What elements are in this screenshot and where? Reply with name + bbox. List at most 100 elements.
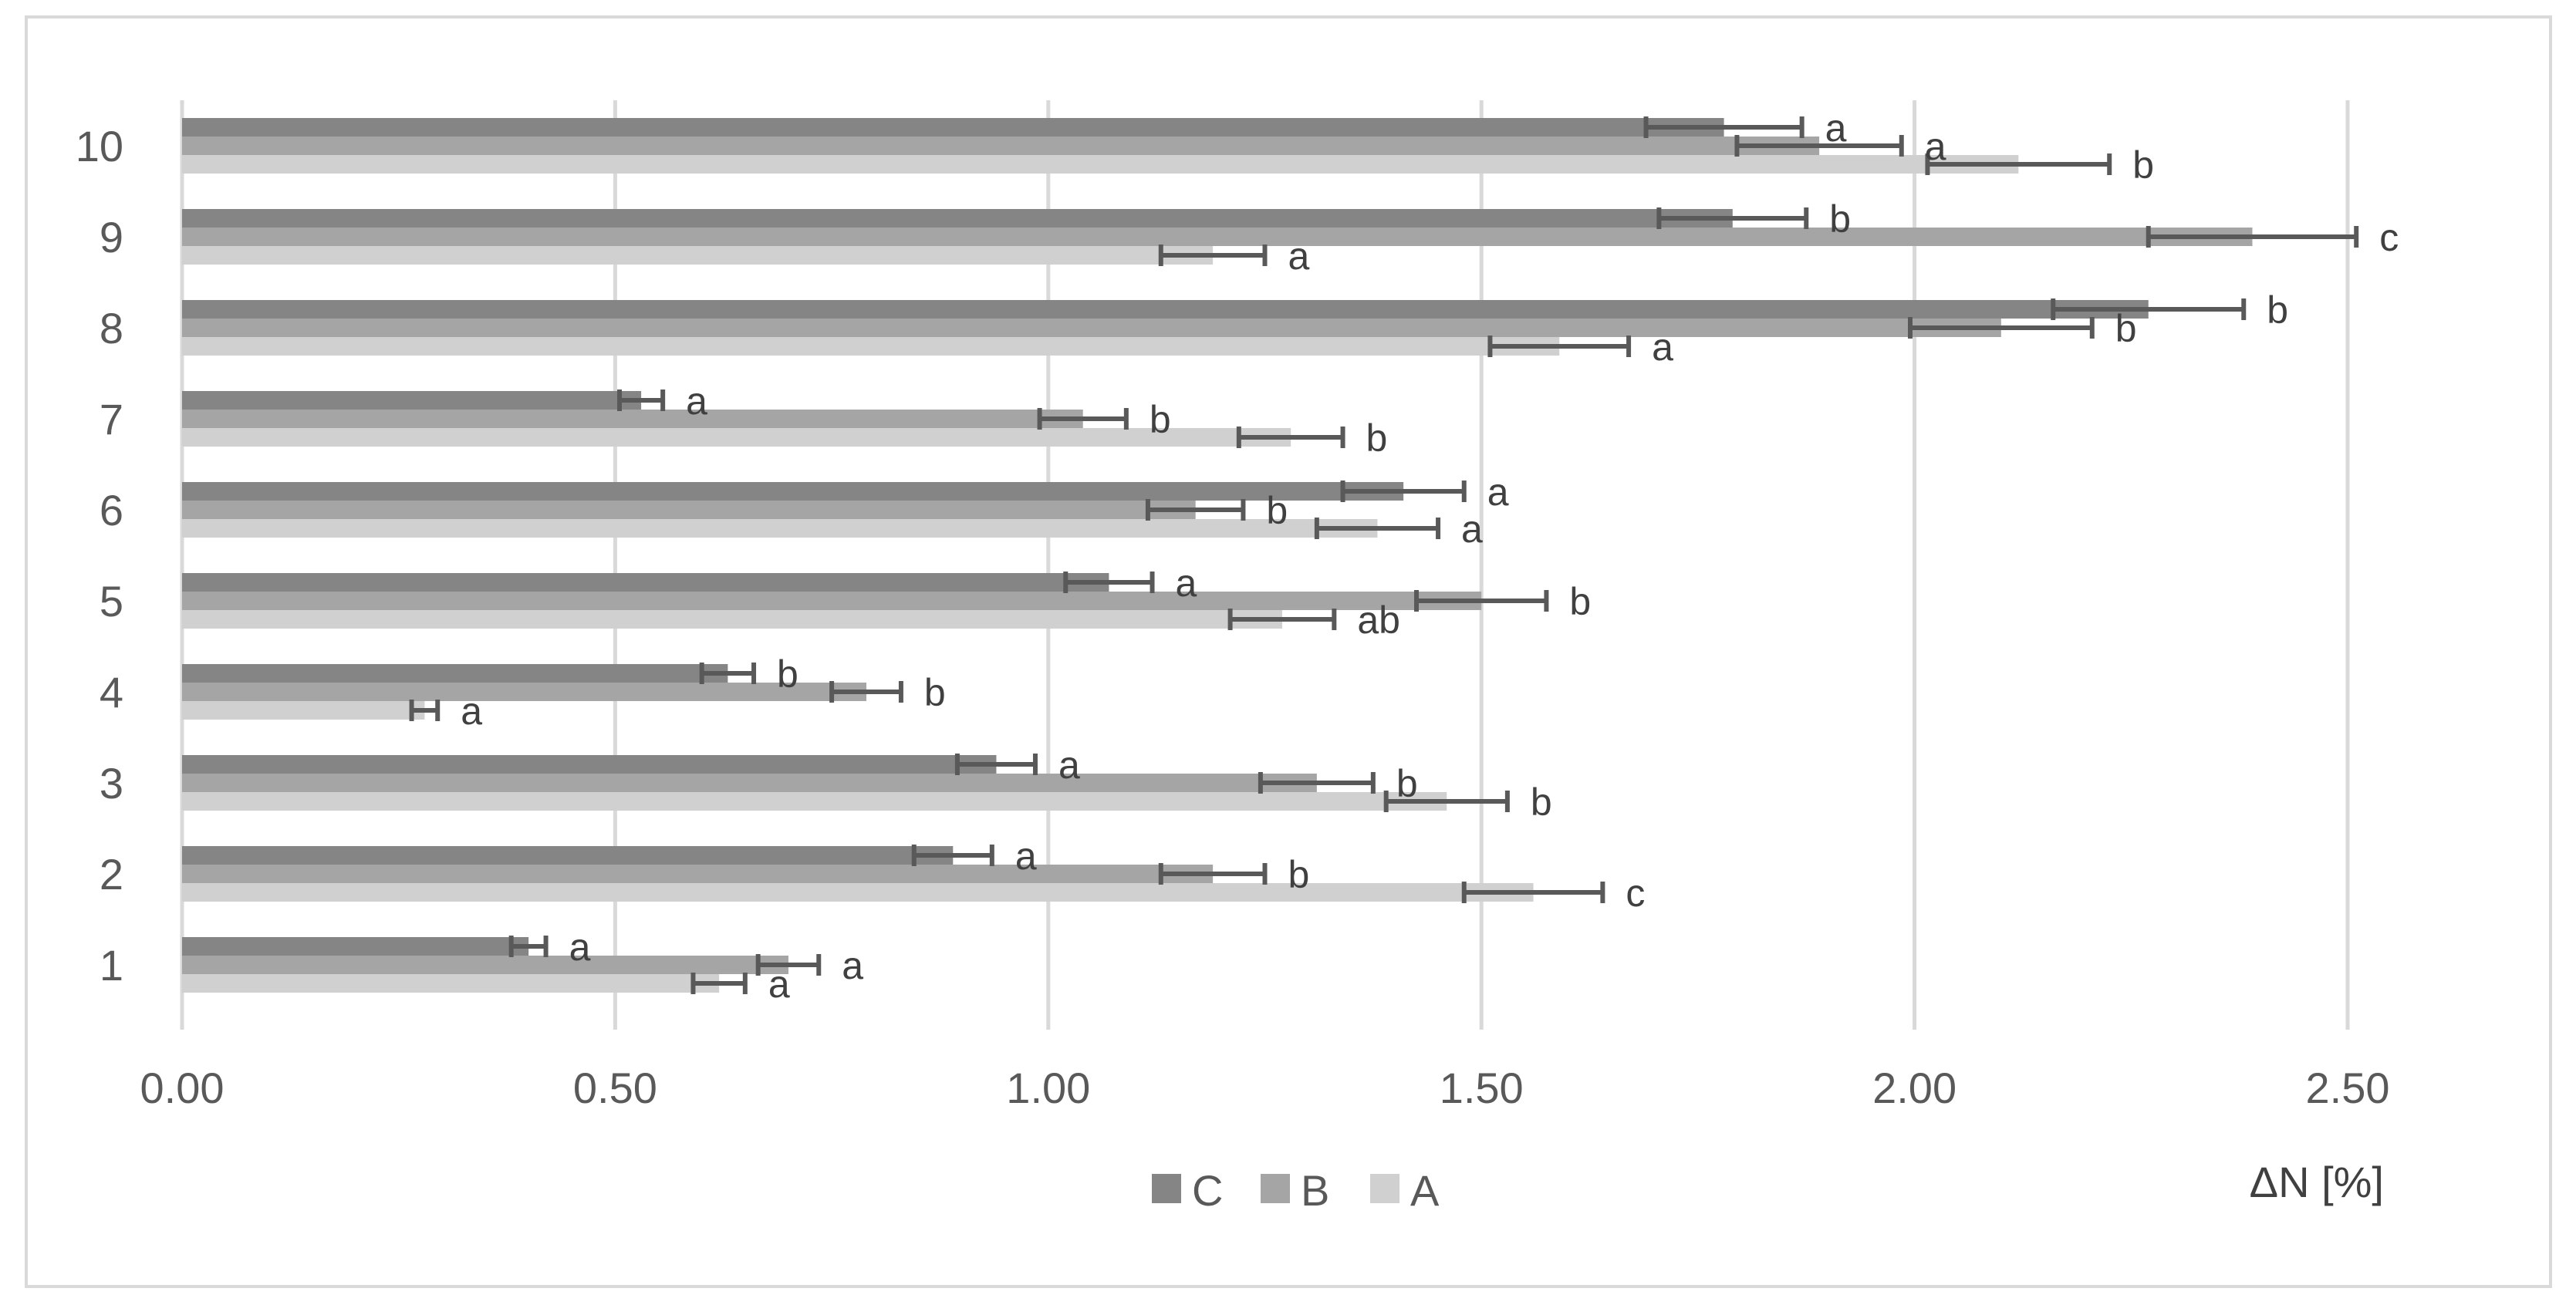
error-bar-B-1 (755, 954, 822, 976)
bar-B-9 (182, 228, 2253, 246)
bar-C-8 (182, 300, 2149, 319)
error-bar-B-8 (1907, 317, 2095, 339)
bar-B-10 (182, 137, 1820, 155)
bar-A-8 (182, 337, 1560, 356)
legend-item-C: C (1152, 1166, 1223, 1215)
error-bar-A-2 (1461, 882, 1605, 903)
error-bar-A-10 (1925, 153, 2112, 175)
error-bar-B-6 (1145, 499, 1246, 521)
bar-B-1 (182, 956, 788, 974)
legend-label-B: B (1301, 1166, 1329, 1215)
bar-C-3 (182, 755, 997, 774)
y-tick-label: 1 (100, 941, 123, 990)
bar-A-9 (182, 246, 1214, 265)
error-bar-C-9 (1656, 207, 1809, 229)
error-bar-C-6 (1340, 481, 1467, 502)
significance-label-B-3: b (1396, 762, 1418, 805)
bar-C-1 (182, 937, 529, 956)
error-bar-B-7 (1037, 408, 1129, 430)
significance-label-A-5: ab (1357, 599, 1400, 642)
bar-A-2 (182, 883, 1534, 902)
significance-label-A-2: c (1626, 872, 1645, 915)
bar-C-2 (182, 846, 954, 865)
significance-label-B-4: b (924, 671, 946, 714)
significance-label-B-9: c (2379, 216, 2399, 259)
y-tick-label: 4 (100, 668, 123, 717)
error-bar-C-5 (1063, 572, 1155, 593)
significance-label-A-1: a (768, 963, 790, 1006)
error-bars (409, 116, 2359, 994)
significance-label-C-2: a (1015, 835, 1037, 878)
bar-A-1 (182, 974, 720, 993)
x-axis-title: ΔN [%] (2250, 1158, 2384, 1206)
y-tick-label: 5 (100, 577, 123, 626)
error-bar-B-9 (2146, 226, 2359, 248)
significance-label-A-4: a (461, 690, 482, 733)
error-bar-C-3 (954, 754, 1038, 775)
x-tick-label: 2.50 (2306, 1064, 2390, 1112)
significance-label-A-3: b (1531, 781, 1552, 824)
legend-item-B: B (1261, 1166, 1329, 1215)
error-bar-A-4 (409, 700, 441, 721)
x-tick-label: 0.00 (140, 1064, 225, 1112)
significance-label-C-10: a (1825, 106, 1847, 150)
bar-C-9 (182, 209, 1733, 228)
significance-label-C-7: a (686, 379, 707, 423)
y-tick-label: 10 (76, 122, 123, 170)
error-bar-C-8 (2051, 298, 2247, 320)
y-tick-label: 7 (100, 395, 123, 443)
bar-A-5 (182, 610, 1282, 629)
bar-C-5 (182, 573, 1109, 592)
error-bar-B-3 (1258, 772, 1376, 794)
error-bar-C-4 (699, 663, 757, 684)
x-tick-label: 1.00 (1006, 1064, 1090, 1112)
error-bar-B-10 (1734, 135, 1904, 157)
error-bar-A-6 (1314, 518, 1441, 539)
legend-item-A: A (1370, 1166, 1440, 1215)
bar-A-4 (182, 701, 425, 720)
bar-B-4 (182, 683, 867, 701)
y-tick-label: 6 (100, 486, 123, 534)
significance-label-B-1: a (842, 944, 863, 987)
legend-swatch-C (1152, 1174, 1181, 1203)
significance-label-C-9: b (1829, 197, 1851, 241)
x-tick-label: 0.50 (573, 1064, 657, 1112)
significance-label-B-2: b (1288, 853, 1310, 896)
error-bar-A-3 (1383, 791, 1510, 812)
error-bar-A-7 (1236, 427, 1345, 448)
significance-label-B-7: b (1150, 398, 1171, 441)
error-bar-A-9 (1158, 244, 1268, 266)
significance-label-C-3: a (1058, 744, 1080, 787)
y-tick-label: 8 (100, 304, 123, 352)
bar-A-6 (182, 519, 1378, 538)
error-bar-C-10 (1643, 116, 1805, 138)
significance-label-C-8: b (2267, 288, 2288, 332)
x-tick-label: 1.50 (1440, 1064, 1524, 1112)
bar-C-4 (182, 664, 728, 683)
error-bar-C-2 (911, 845, 994, 866)
error-bar-A-1 (690, 973, 748, 994)
significance-label-B-10: a (1925, 125, 1946, 168)
significance-label-A-7: b (1366, 416, 1388, 460)
legend-swatch-A (1370, 1174, 1399, 1203)
bar-A-10 (182, 155, 2019, 174)
error-bar-C-7 (617, 389, 666, 411)
significance-label-A-10: b (2132, 143, 2154, 187)
significance-label-C-4: b (777, 652, 798, 696)
bar-B-2 (182, 865, 1214, 883)
error-bar-A-8 (1487, 336, 1632, 357)
significance-label-B-8: b (2115, 307, 2137, 350)
bar-B-8 (182, 319, 2001, 337)
error-bar-B-4 (829, 681, 903, 703)
bar-B-3 (182, 774, 1317, 792)
y-tick-label: 3 (100, 759, 123, 808)
y-tick-label: 2 (100, 850, 123, 899)
legend-swatch-B (1261, 1174, 1290, 1203)
bar-B-7 (182, 410, 1083, 428)
significance-label-B-6: b (1266, 489, 1288, 532)
bar-C-6 (182, 482, 1404, 501)
